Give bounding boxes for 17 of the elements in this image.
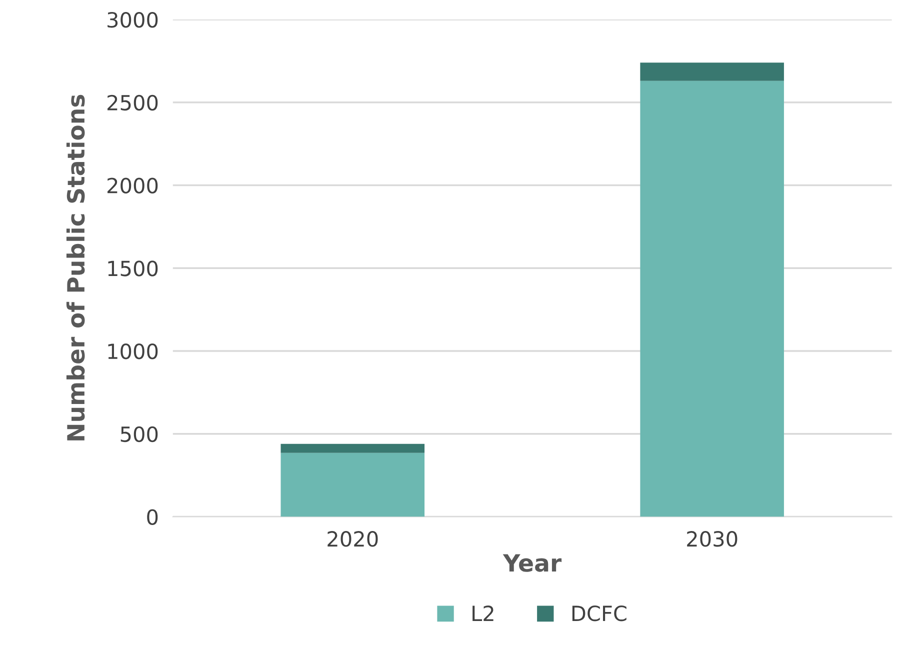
bar <box>640 80 784 517</box>
bar <box>640 62 784 81</box>
legend-label: DCFC <box>572 605 626 622</box>
x-tick-label: 2020 <box>328 531 378 547</box>
y-tick-label: 1500 <box>108 260 158 276</box>
x-tick-label: 2030 <box>687 531 738 547</box>
y-tick-label: 2000 <box>108 178 158 194</box>
legend-label: L2 <box>472 605 494 621</box>
bar <box>280 452 425 517</box>
x-axis-title: Year <box>502 554 562 572</box>
bar <box>280 444 425 453</box>
y-axis-title: Number of Public Stations <box>66 94 85 440</box>
y-tick-label: 500 <box>120 426 158 442</box>
y-tick-label: 0 <box>147 509 158 525</box>
y-tick-label: 3000 <box>108 12 158 28</box>
y-tick-label: 2500 <box>108 94 158 111</box>
y-tick-label: 1000 <box>108 343 158 360</box>
